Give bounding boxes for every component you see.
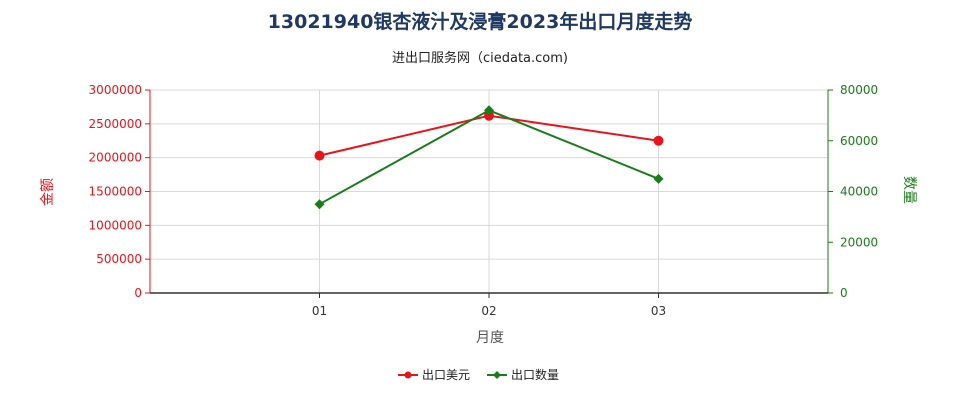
y-right-tick-label: 80000 — [840, 83, 878, 97]
data-point — [653, 135, 664, 146]
y-right-tick-label: 20000 — [840, 235, 878, 249]
data-point — [314, 150, 325, 161]
x-tick-label: 02 — [481, 304, 496, 318]
y-left-tick-label: 2500000 — [89, 117, 142, 131]
legend-marker — [493, 371, 501, 379]
data-point — [484, 110, 494, 121]
legend-label: 出口数量 — [511, 367, 559, 382]
legend-label: 出口美元 — [422, 368, 470, 382]
x-axis-title: 月度 — [476, 330, 504, 346]
y-left-tick-label: 2000000 — [89, 151, 142, 165]
y-right-tick-label: 60000 — [840, 134, 878, 148]
chart-subtitle: 进出口服务网（ciedata.com) — [392, 50, 568, 66]
x-tick-label: 03 — [651, 304, 666, 318]
plot-area: 0 500000 1000000 1500000 2000000 2500000 30000… — [89, 83, 879, 318]
data-point — [484, 105, 494, 116]
chart-title: 13021940银杏液汁及浸膏2023年出口月度走势 — [268, 10, 693, 33]
y-left-tick-label: 1000000 — [89, 218, 142, 232]
legend-marker — [404, 371, 412, 379]
y-axis-right-title: 数量 — [901, 176, 917, 204]
data-point — [653, 173, 664, 184]
y-left-tick-label: 0 — [134, 286, 142, 300]
y-axis-left-title: 金额 — [40, 178, 56, 206]
data-point — [314, 199, 325, 210]
y-left-tick-label: 1500000 — [89, 185, 142, 199]
y-right-tick-label: 0 — [840, 286, 848, 300]
y-left-tick-label: 500000 — [96, 252, 142, 266]
x-tick-label: 01 — [312, 304, 327, 318]
legend: 出口美元 出口数量 — [398, 367, 559, 382]
y-right-tick-label: 40000 — [840, 185, 878, 199]
y-left-tick-label: 3000000 — [89, 83, 142, 97]
